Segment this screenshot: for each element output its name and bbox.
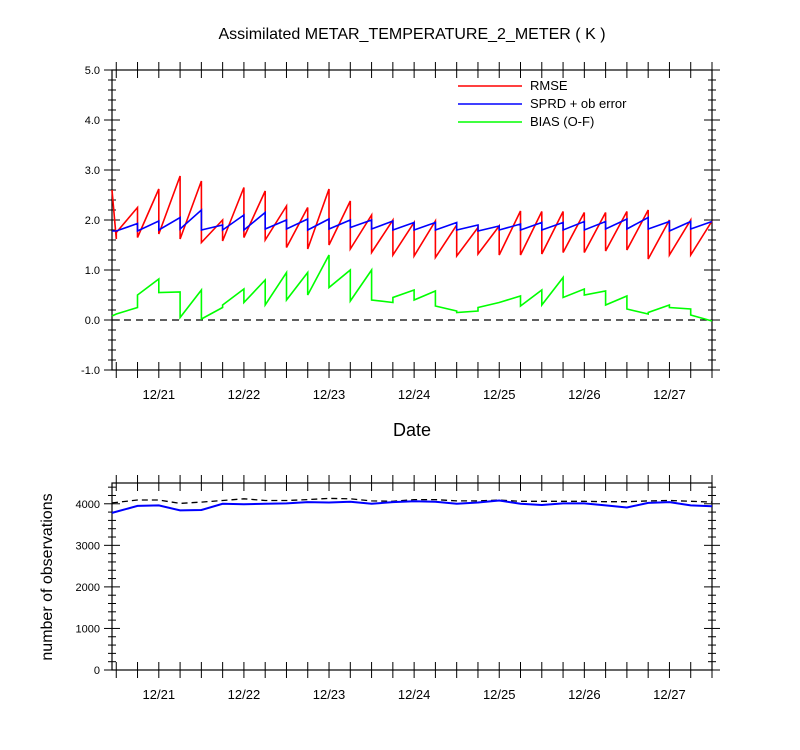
x-tick-label: 12/21 [143,387,176,402]
x-tick-label: 12/21 [143,687,176,702]
used-obs-line [111,499,713,514]
legend-label-sprd: SPRD + ob error [530,96,627,111]
plot-frame [111,482,713,671]
y-tick-label: 2000 [76,582,100,594]
y-tick-label: 3.0 [85,165,100,177]
legend: RMSE SPRD + ob error BIAS (O-F) [458,78,627,129]
y-tick-label: 5.0 [85,65,100,77]
x-tick-label: 12/24 [398,687,431,702]
legend-label-bias: BIAS (O-F) [530,114,594,129]
x-tick-label: 12/25 [483,687,516,702]
x-axis-label: Date [393,420,431,440]
x-tick-label: 12/24 [398,387,431,402]
x-tick-label: 12/27 [653,387,686,402]
top-panel: 5.0 4.0 3.0 2.0 1.0 0.0 -1.0 12/21 12/22 12/23 12/… [81,62,720,402]
y-tick-label: 3000 [76,540,100,552]
x-tick-label: 12/22 [228,387,261,402]
x-tick-label: 12/25 [483,387,516,402]
y-tick-label: 1000 [76,623,100,635]
possible-obs-line [111,497,713,505]
y-tick-label: 4.0 [85,115,100,127]
legend-label-rmse: RMSE [530,78,568,93]
bias-line [111,254,713,322]
y-tick-label: 2.0 [85,215,100,227]
y-axis-label-observations: number of observations [39,493,56,660]
x-tick-label: 12/23 [313,687,346,702]
y-tick-label: 4000 [76,499,100,511]
x-tick-label: 12/23 [313,387,346,402]
x-tick-label: 12/27 [653,687,686,702]
x-tick-label: 12/22 [228,687,261,702]
chart-title: Assimilated METAR_TEMPERATURE_2_METER ( … [218,26,605,43]
y-tick-label: 0.0 [85,315,100,327]
y-tick-label: -1.0 [81,365,100,377]
y-tick-label: 1.0 [85,265,100,277]
spread-line [112,208,713,233]
x-tick-label: 12/26 [568,687,601,702]
y-tick-label: 0 [94,665,100,677]
bottom-panel: 4000 3000 2000 1000 0 12/21 12/22 12/23 12/24 12/… [76,475,720,702]
x-tick-label: 12/26 [568,387,601,402]
